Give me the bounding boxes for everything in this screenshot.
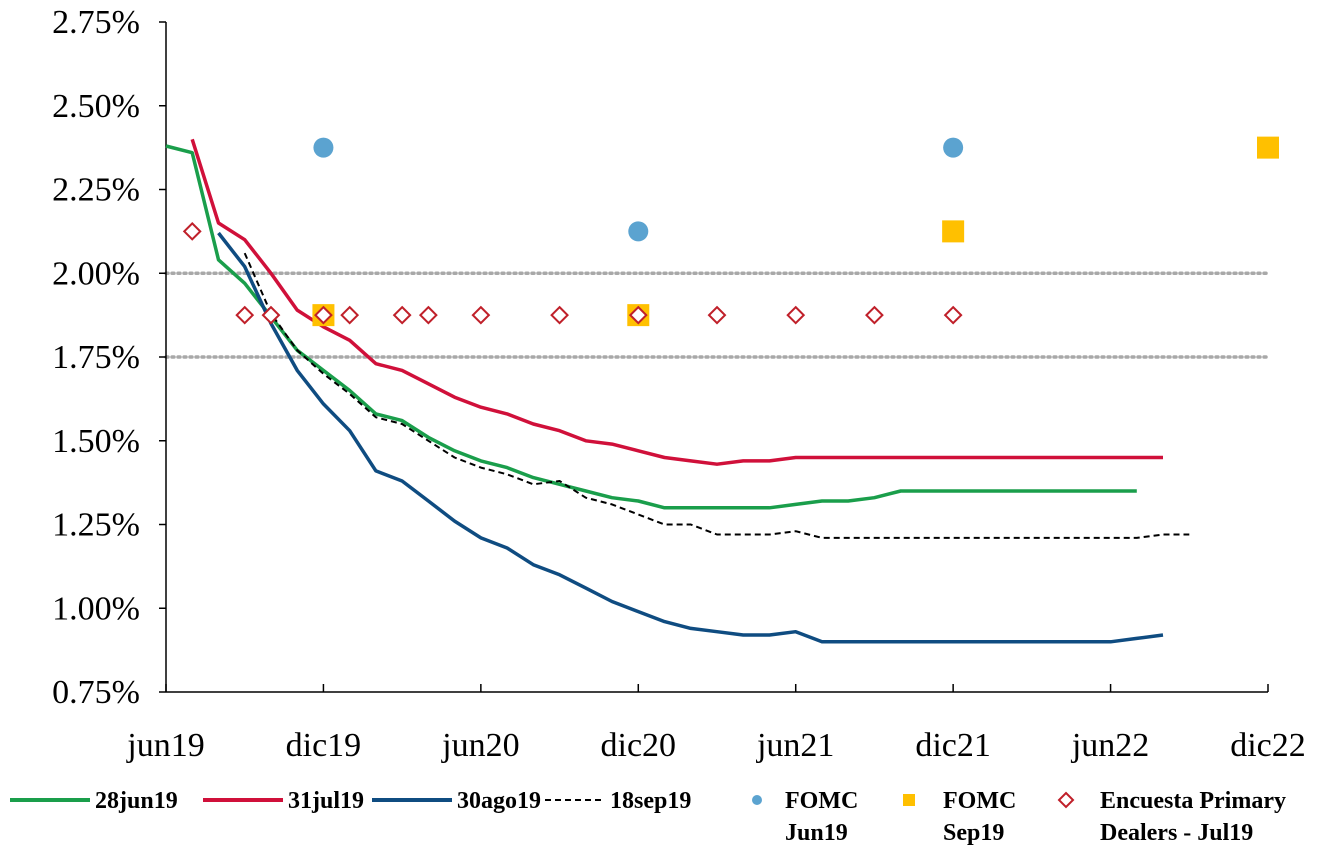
legend-label-line: 28jun19 [95,788,178,814]
legend-item: Encuesta Primary Dealers - Jul19 [1057,788,1286,846]
legend-label: Encuesta Primary Dealers - Jul19 [1100,788,1286,846]
data-point [550,305,569,325]
x-tick-label: dic22 [1230,727,1306,764]
reference-lines [164,271,1270,359]
data-point [340,305,360,325]
legend-label-line: Encuesta Primary [1100,788,1286,814]
x-tick-label: jun21 [756,727,834,764]
legend-label-line: 18sep19 [610,788,691,814]
legend-swatch [903,794,915,806]
x-tick-label: jun20 [441,727,519,764]
legend-label-line: FOMC [785,788,858,814]
legend-label-line: FOMC [943,788,1016,814]
legend-label-line: Dealers - Jul19 [1100,820,1253,846]
legend-item: FOMC Jun19 [752,788,858,846]
legend-label: 28jun19 [95,788,178,814]
series-line-30ago19 [217,231,1164,644]
data-point [471,305,491,325]
x-tick-label: dic19 [286,727,362,764]
data-point [628,221,649,242]
legend-label: 31jul19 [288,788,364,814]
data-point [392,305,412,325]
x-tick-labels: jun19 dic19 jun20 dic20 jun21 dic21 jun22 dic22 [126,727,1306,764]
x-tick-label: dic21 [915,727,991,764]
data-point [707,305,727,325]
legend-label-line: 31jul19 [288,788,364,814]
data-point [943,137,964,158]
data-point [313,137,334,158]
x-tick-label: dic20 [601,727,677,764]
y-tick-label: 1.50% [52,423,140,460]
x-tick-label: jun22 [1071,727,1149,764]
x-tick-label: jun19 [126,727,204,764]
legend-item: 30ago19 [372,788,541,814]
legend-label-line: Jun19 [785,820,848,846]
data-point [628,305,648,325]
data-point [261,305,281,325]
legend-item: 18sep19 [545,788,691,814]
y-tick-label: 1.00% [52,590,140,627]
data-point [235,305,255,325]
data-point [418,305,438,325]
y-tick-label: 2.00% [52,255,140,292]
y-tick-label: 2.50% [52,88,140,125]
y-tick-label: 1.75% [52,339,140,376]
legend-label: 18sep19 [610,788,691,814]
series-line-28jun19 [165,144,1137,510]
data-point [942,220,965,243]
series-lines [165,138,1190,644]
legend-label-line: 30ago19 [457,788,541,814]
legend-label: FOMC Sep19 [943,788,1016,846]
y-tick-label: 2.75% [52,4,140,41]
series-line-18sep19 [243,252,1190,539]
y-tick-label: 2.25% [52,172,140,209]
data-point [182,221,202,241]
y-tick-label: 1.25% [52,507,140,544]
data-point [865,305,884,325]
y-tick-labels: 0.75% 1.00% 1.25% 1.50% 1.75% 2.00% 2.25% 2.50%… [52,4,140,711]
legend-item: 31jul19 [203,788,364,814]
data-point [314,305,333,325]
data-point [943,305,963,325]
data-point [786,305,806,325]
legend-item: 28jun19 [10,788,178,814]
legend-label-line: Sep19 [943,820,1004,846]
data-point [1257,136,1279,159]
legend-label: FOMC Jun19 [785,788,858,846]
series-line-31jul19 [190,138,1163,466]
legend-item: FOMC Sep19 [903,788,1016,846]
legend-swatch [1057,791,1075,809]
axes [159,21,1269,693]
y-tick-label: 0.75% [52,674,140,711]
legend-swatch [752,795,762,805]
legend: 28jun19 31jul19 30ago19 18sep19 FOMC Jun19FOM… [10,788,1286,846]
series-markers [182,136,1279,327]
legend-label: 30ago19 [457,788,541,814]
